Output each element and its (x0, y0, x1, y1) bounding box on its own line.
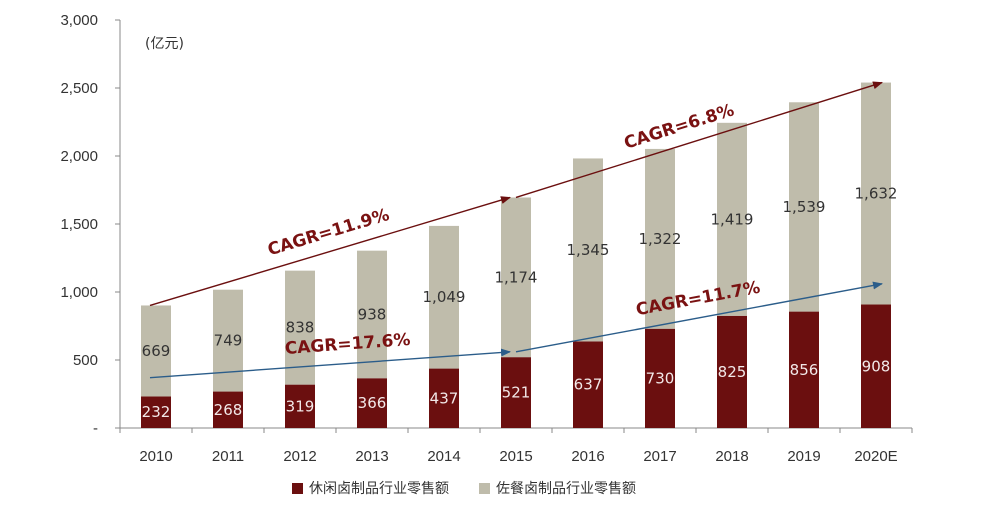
y-tick-label: 2,000 (60, 148, 98, 165)
bar-snack (285, 384, 315, 428)
axes: - 500 1,000 1,500 2,000 2,500 3,000 2010 2011 201… (60, 12, 913, 465)
unit-label: (亿元) (145, 36, 184, 52)
data-label-meal: 1,049 (423, 288, 466, 306)
bar-snack (861, 304, 891, 428)
data-label-meal: 1,174 (495, 268, 538, 286)
cagr-arrow (149, 196, 511, 307)
bar-snack (357, 378, 387, 428)
x-tick-label: 2013 (355, 448, 388, 465)
data-label-meal: 1,322 (639, 230, 682, 248)
data-label-snack: 521 (502, 384, 531, 402)
cagr-arrow (515, 281, 883, 353)
legend-swatch-snack (292, 482, 303, 494)
x-tick-label: 2016 (571, 448, 604, 465)
data-label-snack: 908 (862, 357, 891, 375)
value-labels: 232 669 268 749 319 838 366 938 437 1,049 521 1,174… (142, 185, 898, 422)
bar-meal (573, 158, 603, 342)
x-tick-label: 2017 (643, 448, 676, 465)
bars (141, 82, 891, 428)
data-label-meal: 1,632 (855, 185, 898, 203)
y-tick-label: - (93, 420, 98, 437)
legend: 休闲卤制品行业零售额 佐餐卤制品行业零售额 (292, 478, 666, 498)
x-tick-label: 2012 (283, 448, 316, 465)
data-label-snack: 856 (790, 361, 819, 379)
bar-snack (789, 311, 819, 428)
x-tick-label: 2011 (212, 448, 244, 465)
data-label-meal: 938 (358, 305, 387, 323)
bar-meal (789, 102, 819, 312)
bar-snack (501, 357, 531, 428)
data-label-snack: 637 (574, 376, 603, 394)
x-tick-label: 2015 (499, 448, 532, 465)
bar-snack (573, 341, 603, 428)
data-label-snack: 319 (286, 397, 315, 415)
bar-snack (213, 391, 243, 428)
data-label-snack: 366 (358, 394, 387, 412)
data-label-meal: 749 (214, 332, 243, 350)
y-tick-label: 1,500 (60, 216, 98, 233)
legend-entry-snack: 休闲卤制品行业零售额 (292, 478, 449, 498)
legend-swatch-meal (479, 482, 490, 494)
data-label-meal: 1,539 (783, 198, 826, 216)
bar-snack (717, 315, 747, 428)
x-tick-label: 2019 (787, 448, 820, 465)
legend-entry-meal: 佐餐卤制品行业零售额 (479, 478, 636, 498)
cagr-arrow (149, 348, 511, 379)
data-label-snack: 730 (646, 369, 675, 387)
y-tick-label: 2,500 (60, 80, 98, 97)
bar-meal (861, 82, 891, 305)
x-tick-label: 2020E (854, 448, 897, 465)
bar-meal (429, 225, 459, 369)
bar-meal (357, 250, 387, 379)
bar-meal (645, 148, 675, 329)
data-label-meal: 669 (142, 342, 171, 360)
data-label-snack: 825 (718, 363, 747, 381)
data-label-meal: 1,419 (711, 210, 754, 228)
bar-meal (717, 122, 747, 316)
legend-label-meal: 佐餐卤制品行业零售额 (496, 481, 636, 497)
x-tick-label: 2014 (427, 448, 460, 465)
legend-label-snack: 休闲卤制品行业零售额 (309, 481, 449, 497)
bar-meal (213, 289, 243, 392)
y-tick-label: 1,000 (60, 284, 98, 301)
bar-snack (429, 368, 459, 428)
y-tick-label: 500 (73, 352, 98, 369)
x-tick-label: 2018 (715, 448, 748, 465)
bar-meal (501, 197, 531, 358)
bar-snack (645, 328, 675, 428)
data-label-meal: 838 (286, 319, 315, 337)
x-tick-label: 2010 (139, 448, 172, 465)
y-tick-label: 3,000 (60, 12, 98, 29)
data-label-snack: 268 (214, 401, 243, 419)
bar-snack (141, 396, 171, 428)
data-label-snack: 232 (142, 403, 171, 421)
cagr-arrow (515, 81, 883, 199)
data-label-meal: 1,345 (567, 241, 610, 259)
data-label-snack: 437 (430, 389, 459, 407)
bar-meal (141, 305, 171, 397)
